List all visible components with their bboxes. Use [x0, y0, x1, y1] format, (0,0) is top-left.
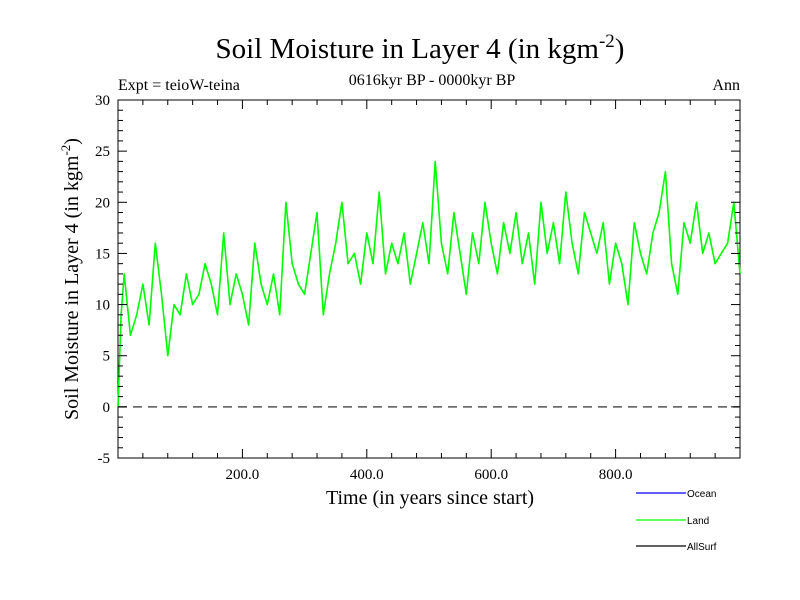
season-label: Ann: [712, 77, 740, 94]
y-tick-label: -5: [98, 451, 111, 467]
legend-label-allsurf: AllSurf: [687, 542, 717, 553]
legend-label-land: Land: [687, 516, 709, 527]
y-tick-label: 10: [95, 298, 110, 314]
y-tick-label: 25: [95, 144, 110, 160]
legend: Ocean Land AllSurf: [636, 489, 717, 553]
x-tick-label: 400.0: [350, 467, 384, 483]
expt-label: Expt = teioW-teina: [118, 77, 240, 94]
x-tick-label: 200.0: [226, 467, 260, 483]
x-tick-label: 600.0: [474, 467, 508, 483]
y-tick-label: 15: [95, 246, 110, 262]
y-axis-ticks: -5 0 5 10 15 20 25 30: [95, 93, 740, 467]
y-axis-label: Soil Moisture in Layer 4 (in kgm-2): [58, 138, 83, 420]
x-axis-ticks: 200.0 400.0 600.0 800.0: [142, 100, 716, 483]
legend-label-ocean: Ocean: [687, 489, 716, 500]
chart-subtitle: 0616kyr BP - 0000kyr BP: [349, 72, 516, 89]
x-axis-label: Time (in years since start): [326, 487, 534, 509]
x-tick-label: 800.0: [599, 467, 633, 483]
chart-title: Soil Moisture in Layer 4 (in kgm-2): [216, 31, 625, 65]
plot-frame: [117, 99, 741, 459]
y-tick-label: 30: [95, 93, 110, 109]
y-tick-label: 5: [103, 349, 111, 365]
y-tick-label: 20: [95, 195, 110, 211]
y-tick-label: 0: [103, 400, 111, 416]
series-line-land: [117, 160, 741, 407]
